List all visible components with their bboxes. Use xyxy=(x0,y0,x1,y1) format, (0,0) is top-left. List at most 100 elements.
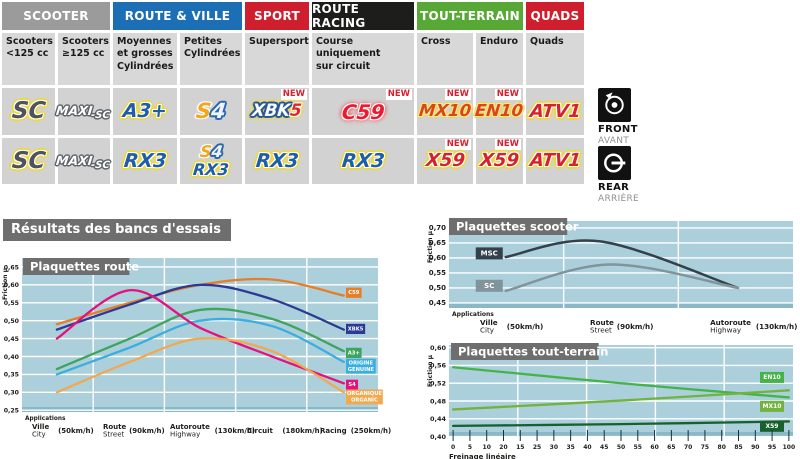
x-tick-label: 95 xyxy=(768,444,776,451)
series-s4 xyxy=(55,289,345,385)
rx3-logo: RX3 xyxy=(254,149,300,172)
group-header-route-ville: ROUTE & VILLE xyxy=(113,2,242,30)
rear-sublabel: ARRIÈRE xyxy=(598,194,640,204)
x-label: Ville xyxy=(480,318,498,327)
series-a3 xyxy=(55,307,345,371)
new-badge: NEW xyxy=(494,89,521,100)
legend-box-c59 xyxy=(346,287,362,298)
x-tick-label: 100 xyxy=(783,444,796,451)
x-label: Autoroute xyxy=(170,423,210,431)
x-tick-label: 15 xyxy=(516,444,524,451)
mx10-logo: MX10 xyxy=(418,101,473,121)
y-tick-label: 0,60 xyxy=(429,254,446,262)
cell-front-maxi-sc: MAXI-SC xyxy=(55,88,111,135)
legend-box-x59 xyxy=(760,420,784,432)
subheader-petites: Petites Cylindrées xyxy=(180,33,242,85)
x-label-speed: (50km/h) xyxy=(507,322,544,331)
front-label: FRONT xyxy=(598,124,638,135)
subheader-supersport: Supersport xyxy=(245,33,309,85)
route-chart: 0,65 0,60 0,55 0,50 0,45 0,40 0,35 0,30 0,25 C59 X… xyxy=(2,258,392,439)
s4-logo: S4 xyxy=(198,142,224,161)
x-tick-label: 75 xyxy=(701,444,709,451)
series-sc xyxy=(504,263,740,293)
x-tick-label: 50 xyxy=(617,444,625,451)
en10-logo: EN10 xyxy=(474,101,525,121)
chart-title: Plaquettes tout-terrain xyxy=(458,345,608,359)
legend-label: ORGANIC xyxy=(351,398,378,404)
chart-title-box xyxy=(449,218,568,235)
cell-rear-sc: SC xyxy=(2,138,55,184)
y-tick-label: 0,55 xyxy=(429,269,446,277)
cell-rear-rx3: RX3 xyxy=(245,138,309,184)
legend-box-xbk5 xyxy=(346,323,366,335)
a3plus-logo: A3+ xyxy=(121,100,169,122)
rx3-logo: RX3 xyxy=(192,160,230,179)
sc-logo: SC xyxy=(10,147,47,174)
series-en10 xyxy=(451,366,791,399)
x-label-speed: (250km/h) xyxy=(351,427,392,435)
legend-label: S4 xyxy=(348,382,356,388)
x-axis-header: Applications xyxy=(452,311,494,318)
x-tick-label: 65 xyxy=(667,444,675,451)
y-tick-label: 0,40 xyxy=(430,433,447,441)
x-tick-label: 30 xyxy=(550,444,558,451)
s4-rx3-logo: S4 RX3 xyxy=(192,142,230,179)
y-tick-label: 0,30 xyxy=(4,390,20,397)
legend-label: GENUINE xyxy=(348,367,375,373)
y-tick-label: 0,65 xyxy=(429,239,446,247)
cell-front-xbk5: NEW XBK5 xyxy=(245,88,309,135)
x-tick-label: 10 xyxy=(483,444,491,451)
x-label-speed: (90km/h) xyxy=(129,427,165,435)
rear-disc-icon xyxy=(598,146,631,180)
cell-rear-x59: NEW X59 xyxy=(417,138,473,184)
chart-title: Plaquettes scooter xyxy=(456,220,579,234)
y-tick-label: 0,52 xyxy=(430,380,446,388)
cell-front-atv1: ATV1 xyxy=(526,88,584,135)
cell-rear-x59: NEW X59 xyxy=(476,138,523,184)
x-label-en: Highway xyxy=(170,431,200,439)
x-tick-label: 25 xyxy=(533,444,541,451)
series-mx10 xyxy=(451,389,791,411)
x-label-en: City xyxy=(480,326,495,335)
subheader-moyennes: Moyennes et grosses Cylindrées xyxy=(113,33,177,85)
chart-title: Plaquettes route xyxy=(30,260,139,274)
tt-chart: 0,60 0,56 0,52 0,48 0,44 0,40 EN10 MX10 X59 Plaqu… xyxy=(427,343,796,459)
x-label-en: Street xyxy=(590,326,612,335)
legend-box-origine-genuine xyxy=(346,358,376,374)
group-header-sport: SPORT xyxy=(245,2,309,30)
new-badge: NEW xyxy=(444,89,471,100)
legend-label: XBK5 xyxy=(348,326,364,332)
legend-label: MSC xyxy=(481,250,498,258)
y-tick-label: 0,45 xyxy=(4,336,19,343)
y-tick-label: 0,60 xyxy=(430,344,447,352)
x-label: Route xyxy=(590,318,614,327)
x-label-speed: (130km/h) xyxy=(215,427,256,435)
x-label-speed: (180km/h) xyxy=(282,427,323,435)
cell-front-mx10: NEW MX10 xyxy=(417,88,473,135)
x-label-en: Street xyxy=(103,431,125,439)
chart-title-box xyxy=(451,343,599,360)
series-xbk5 xyxy=(55,283,345,331)
x-label-speed: (50km/h) xyxy=(58,427,94,435)
subheader-scooters: Scooters <125 cc xyxy=(2,33,55,85)
y-axis-label: Friction µ xyxy=(427,230,434,263)
sc-logo: SC xyxy=(10,98,47,124)
group-header-tout-terrain: TOUT-TERRAIN xyxy=(417,2,523,30)
y-tick-label: 0,35 xyxy=(4,372,19,379)
cell-rear-atv1: ATV1 xyxy=(526,138,584,184)
cell-rear-rx3: RX3 xyxy=(312,138,414,184)
legend-box-a3 xyxy=(346,347,362,359)
front-disc-icon xyxy=(598,88,631,122)
legend-label: SC xyxy=(484,282,494,290)
legend-label: ORIGINE xyxy=(349,360,374,366)
x-tick-label: 5 xyxy=(468,444,472,451)
cell-front-c59: NEW C59 xyxy=(312,88,414,135)
maxi-sc-logo: MAXI-SC xyxy=(55,103,111,121)
subheader-quads: Quads xyxy=(526,33,584,85)
cell-rear-s4-rx3: S4 RX3 xyxy=(180,138,242,184)
y-tick-label: 0,25 xyxy=(4,408,19,415)
chart-title-box xyxy=(23,258,130,275)
rear-icon-block: REAR ARRIÈRE xyxy=(598,146,662,204)
x59-logo: X59 xyxy=(424,150,466,171)
